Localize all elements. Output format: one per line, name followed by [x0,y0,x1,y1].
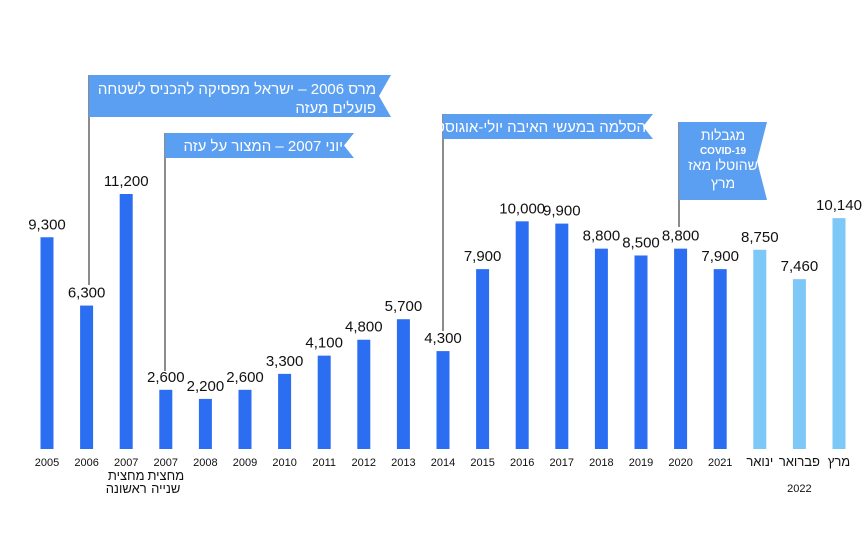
bar-value-label: 6,300 [68,285,106,302]
annotation-text: פועלים מעזה [295,100,376,117]
bar-value-label: 7,460 [781,258,819,275]
bar-value-label: 4,100 [305,335,343,352]
bar-value-label: 8,800 [583,228,621,245]
x-tick-sublabel: מחצית [108,468,145,483]
annotations: מרס 2006 – ישראל מפסיקה להכניס לשטחה פועל… [89,75,767,200]
annotation-text: מגבלות [701,127,745,143]
group-label-2022: 2022 [787,483,811,495]
x-tick-sublabel: ראשונה [106,481,147,496]
bar-value-label: 2,600 [226,369,264,386]
x-tick-label: 2017 [550,457,574,469]
bar-value-label: 2,600 [147,369,185,386]
annotation-text: יוני 2007 – המצור על עזה [184,138,343,155]
bar-value-label: 4,300 [424,330,462,347]
bar [238,389,252,449]
bar [396,319,410,449]
bars [40,194,846,449]
annotation-text: שהוטלו מאז [688,157,758,173]
bar-value-label: 7,900 [464,248,502,265]
x-tick-sublabel: מחצית [147,468,184,483]
bar [198,398,212,449]
x-tick-label: 2014 [431,457,455,469]
bar [357,339,371,449]
bar-value-label: 8,800 [662,228,700,245]
x-tick-label: 2009 [233,457,257,469]
bar [832,218,846,449]
x-tick-label: מרץ [828,454,850,469]
bar-value-label: 7,900 [701,248,739,265]
x-tick-label: פברואר [779,454,820,469]
x-tick-label: 2015 [470,457,494,469]
bar-value-label: 3,300 [266,353,304,370]
bar [80,305,94,449]
bar-value-label: 4,800 [345,319,383,336]
annotation-text: מרס 2006 – ישראל מפסיקה להכניס לשטחה [98,81,376,98]
x-tick-label: 2012 [352,457,376,469]
x-tick-label: 2018 [589,457,613,469]
bar [436,351,450,449]
bar-value-label: 8,500 [622,234,660,251]
bar-value-label: 9,900 [543,203,581,220]
annotation-text: הסלמה במעשי האיבה יולי-אוגוסט [435,119,646,136]
x-tick-label: 2020 [668,457,692,469]
annotation-box [443,114,653,139]
bar-value-label: 8,750 [741,229,779,246]
bar [594,248,608,449]
bar [753,249,767,449]
x-tick-labels: 2005 2006 2007מחציתראשונה2007מחציתשנייה200… [35,454,850,496]
x-tick-label: 2021 [708,457,732,469]
x-tick-sublabel: שנייה [151,481,180,496]
bar-value-label: 10,000 [499,200,545,217]
bar [40,237,54,449]
bar [674,248,688,449]
bar [515,221,529,449]
bar [119,194,133,449]
x-tick-label: 2007 [114,457,138,469]
bar-value-label: 2,200 [187,378,225,395]
bar [278,373,292,449]
bar [317,355,331,449]
x-tick-label: 2010 [272,457,296,469]
bar [476,269,490,449]
bar-value-label: 9,300 [28,216,66,233]
annotation-box [679,122,767,200]
value-labels: 9,3006,30011,2002,6002,2002,6003,3004,10… [28,173,862,395]
annotation-box [89,75,391,117]
annotation-text: COVID-19 [700,146,747,157]
annotation-text: מרץ [711,175,735,191]
bar [159,389,173,449]
bar [792,279,806,449]
bar-value-label: 10,140 [816,197,862,214]
x-tick-label: 2008 [193,457,217,469]
bar [634,255,648,449]
bar [555,223,569,449]
bar-value-label: 5,700 [385,298,423,315]
x-tick-label: 2006 [74,457,98,469]
x-tick-label: 2005 [35,457,59,469]
bar [713,269,727,449]
x-tick-label: 2007 [154,457,178,469]
x-tick-label: 2019 [629,457,653,469]
x-tick-label: 2011 [312,457,336,469]
x-tick-label: 2013 [391,457,415,469]
bar-value-label: 11,200 [104,173,149,190]
x-tick-label: 2016 [510,457,534,469]
x-tick-label: ינואר [746,454,773,469]
annotation-box [165,133,354,158]
